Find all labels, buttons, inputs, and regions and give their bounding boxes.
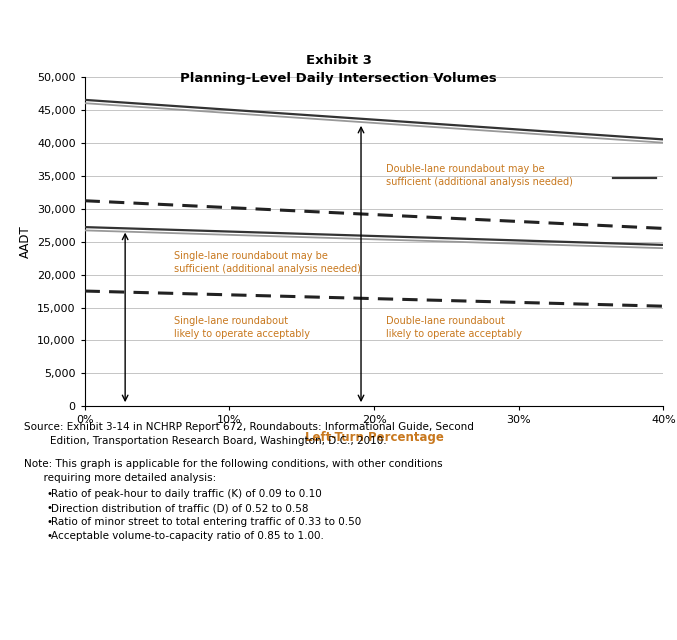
X-axis label: Left-Turn Percentage: Left-Turn Percentage xyxy=(305,431,443,444)
Text: Acceptable volume-to-capacity ratio of 0.85 to 1.00.: Acceptable volume-to-capacity ratio of 0… xyxy=(51,531,324,541)
Text: •: • xyxy=(46,503,52,513)
Text: requiring more detailed analysis:: requiring more detailed analysis: xyxy=(24,473,216,483)
Text: Edition, Transportation Research Board, Washington, D.C., 2010.: Edition, Transportation Research Board, … xyxy=(24,436,387,447)
Text: Planning-Level Daily Intersection Volumes: Planning-Level Daily Intersection Volume… xyxy=(180,72,497,85)
Text: Double-lane roundabout
likely to operate acceptably: Double-lane roundabout likely to operate… xyxy=(386,316,521,339)
Text: Single-lane roundabout
likely to operate acceptably: Single-lane roundabout likely to operate… xyxy=(175,316,310,339)
Text: •: • xyxy=(46,531,52,541)
Text: Ratio of minor street to total entering traffic of 0.33 to 0.50: Ratio of minor street to total entering … xyxy=(51,517,361,527)
Y-axis label: AADT: AADT xyxy=(18,225,31,258)
Text: Direction distribution of traffic (D) of 0.52 to 0.58: Direction distribution of traffic (D) of… xyxy=(51,503,308,513)
Text: Exhibit 3: Exhibit 3 xyxy=(305,54,372,67)
Text: Source: Exhibit 3-14 in NCHRP Report 672, Roundabouts: Informational Guide, Seco: Source: Exhibit 3-14 in NCHRP Report 672… xyxy=(24,422,474,433)
Text: •: • xyxy=(46,517,52,527)
Text: Ratio of peak-hour to daily traffic (K) of 0.09 to 0.10: Ratio of peak-hour to daily traffic (K) … xyxy=(51,489,322,499)
Text: Note: This graph is applicable for the following conditions, with other conditio: Note: This graph is applicable for the f… xyxy=(24,459,442,469)
Text: Single-lane roundabout may be
sufficient (additional analysis needed): Single-lane roundabout may be sufficient… xyxy=(175,251,362,275)
Text: •: • xyxy=(46,489,52,499)
Text: Double-lane roundabout may be
sufficient (additional analysis needed): Double-lane roundabout may be sufficient… xyxy=(386,164,573,188)
